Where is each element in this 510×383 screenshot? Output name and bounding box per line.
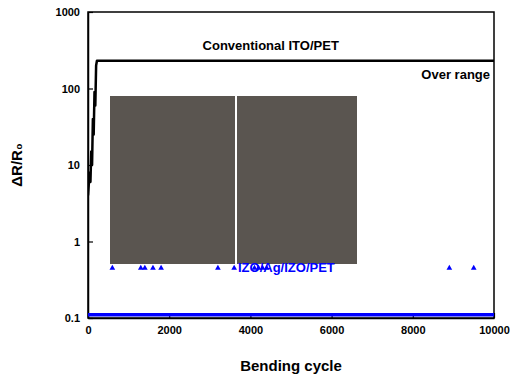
tick-mark	[494, 313, 495, 318]
series-point	[110, 265, 116, 270]
series-point	[142, 265, 148, 270]
axis-line	[89, 318, 495, 320]
series-point	[150, 265, 156, 270]
series-point	[158, 265, 164, 270]
y-axis: 0.1 1 10 100 1000	[56, 6, 93, 324]
inset-photo	[110, 96, 235, 264]
tick-label: 100	[62, 83, 80, 95]
chart: 0 2000 4000 6000 8000 10000 0.1 1 10 100 1000 Conve…	[0, 0, 510, 383]
tick-label: 1000	[56, 6, 80, 18]
tick: 1000	[56, 6, 93, 18]
tick: 10	[68, 159, 93, 171]
plot-frame	[88, 12, 494, 318]
inset-photo	[237, 96, 357, 264]
x-axis: 0 2000 4000 6000 8000 10000	[85, 313, 509, 336]
inset-photos	[110, 96, 357, 264]
annotation: Over range	[421, 67, 490, 82]
plot: 0 2000 4000 6000 8000 10000 0.1 1 10 100 1000 Conve…	[56, 6, 510, 336]
series-line	[88, 61, 494, 196]
tick-mark	[88, 318, 93, 319]
marks	[88, 61, 494, 315]
tick-label: 0	[85, 324, 91, 336]
tick: 1	[74, 236, 93, 248]
tick-mark	[88, 88, 93, 89]
series-line	[88, 313, 494, 317]
tick-label: 8000	[401, 324, 425, 336]
tick-label: 10000	[479, 324, 510, 336]
x-axis-title: Bending cycle	[240, 357, 342, 374]
series-point	[446, 265, 452, 270]
series-label: Conventional ITO/PET	[203, 38, 339, 53]
series-point	[471, 265, 477, 270]
series-label: IZO/Ag/IZO/PET	[238, 260, 335, 275]
tick-label: 2000	[157, 324, 181, 336]
series-point	[215, 265, 221, 270]
tick-mark	[88, 241, 93, 242]
tick-label: 10	[68, 159, 80, 171]
series-point	[231, 265, 237, 270]
tick-label: 6000	[320, 324, 344, 336]
tick-label: 1	[74, 236, 80, 248]
tick: 100	[62, 83, 93, 95]
tick-mark	[88, 12, 93, 13]
y-axis-title: ΔR/R₀	[8, 143, 25, 186]
tick-label: 4000	[239, 324, 263, 336]
tick-label: 0.1	[65, 312, 80, 324]
